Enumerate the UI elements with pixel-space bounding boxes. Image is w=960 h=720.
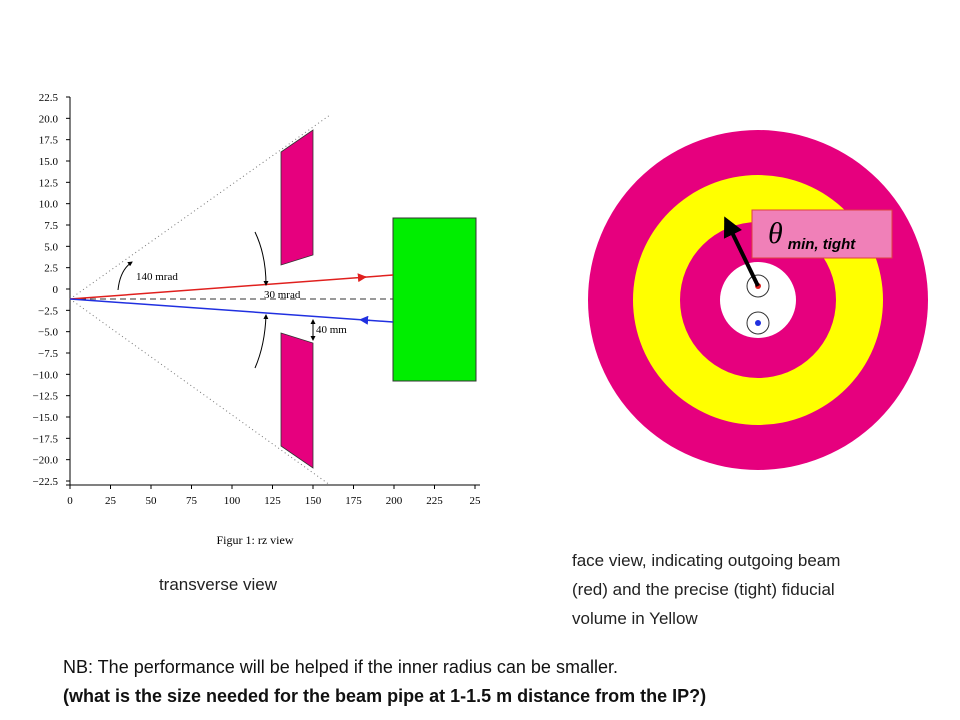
y-tick-label: 22.5 bbox=[39, 92, 59, 104]
lower-absorber bbox=[280, 332, 314, 469]
description-line: (red) and the precise (tight) fiducial bbox=[572, 580, 835, 599]
x-tick-label: 50 bbox=[146, 495, 158, 507]
x-tick-label: 25 bbox=[105, 495, 117, 507]
y-tick-label: −17.5 bbox=[33, 433, 59, 445]
x-tick-label: 100 bbox=[224, 495, 241, 507]
y-tick-label: 15.0 bbox=[39, 156, 59, 168]
x-tick-label: 175 bbox=[345, 495, 362, 507]
theta-label: θ min, tight bbox=[768, 217, 856, 253]
theta-subscript: min, tight bbox=[788, 236, 856, 253]
annotation: 40 mm bbox=[316, 324, 347, 336]
y-tick-label: 2.5 bbox=[44, 263, 58, 275]
theta-symbol: θ bbox=[768, 217, 783, 250]
x-tick-label: 25 bbox=[470, 495, 482, 507]
note: NB: The performance will be helped if th… bbox=[63, 657, 618, 677]
calorimeter bbox=[392, 217, 477, 382]
left-label: transverse view bbox=[159, 575, 278, 594]
label-box bbox=[751, 209, 893, 259]
upper-absorber bbox=[280, 129, 314, 266]
y-tick-label: 20.0 bbox=[39, 113, 59, 125]
beam-hole bbox=[720, 262, 796, 338]
description-line: face view, indicating outgoing beam bbox=[572, 551, 840, 570]
annotation: 30 mrad bbox=[264, 289, 301, 301]
x-tick-label: 150 bbox=[305, 495, 322, 507]
face-view: θ min, tight bbox=[588, 130, 928, 470]
y-tick-label: 7.5 bbox=[44, 220, 58, 232]
caption: Figur 1: rz view bbox=[217, 533, 294, 547]
incoming-beam-dot bbox=[755, 320, 761, 326]
y-tick-label: −5.0 bbox=[38, 327, 58, 339]
y-tick-label: −22.5 bbox=[33, 476, 59, 488]
face-description: face view, indicating outgoing beam (red)… bbox=[572, 551, 840, 628]
y-tick-label: 17.5 bbox=[39, 135, 59, 147]
theta-arrow bbox=[723, 216, 760, 287]
y-tick-label: −15.0 bbox=[33, 412, 59, 424]
y-tick-label: 10.0 bbox=[39, 199, 59, 211]
y-tick-label: −20.0 bbox=[33, 455, 59, 467]
x-tick-label: 75 bbox=[186, 495, 198, 507]
y-tick-label: −12.5 bbox=[33, 391, 59, 403]
arc-arrow bbox=[117, 261, 133, 291]
arc-arrow bbox=[254, 231, 269, 286]
incoming-beam bbox=[69, 298, 394, 323]
x-tick-label: 200 bbox=[386, 495, 403, 507]
x-tick-label: 0 bbox=[67, 495, 73, 507]
rz-plot: 140 mrad 30 mrad 40 mm Figur 1: rz view … bbox=[33, 92, 481, 547]
x-tick-label: 125 bbox=[264, 495, 281, 507]
arrow bbox=[357, 273, 367, 283]
y-tick-label: 12.5 bbox=[39, 177, 59, 189]
outgoing-beam bbox=[69, 274, 394, 300]
y-tick-label: −7.5 bbox=[38, 348, 58, 360]
y-tick-label: −2.5 bbox=[38, 305, 58, 317]
note: (what is the size needed for the beam pi… bbox=[63, 686, 706, 706]
y-tick-label: 0 bbox=[53, 284, 59, 296]
arrow bbox=[359, 315, 371, 325]
description-line: volume in Yellow bbox=[572, 609, 698, 628]
y-tick-label: −10.0 bbox=[33, 369, 59, 381]
arc-arrow bbox=[254, 314, 269, 369]
annotation: 140 mrad bbox=[136, 271, 178, 283]
x-tick-label: 225 bbox=[426, 495, 443, 507]
y-tick-label: 5.0 bbox=[44, 241, 58, 253]
